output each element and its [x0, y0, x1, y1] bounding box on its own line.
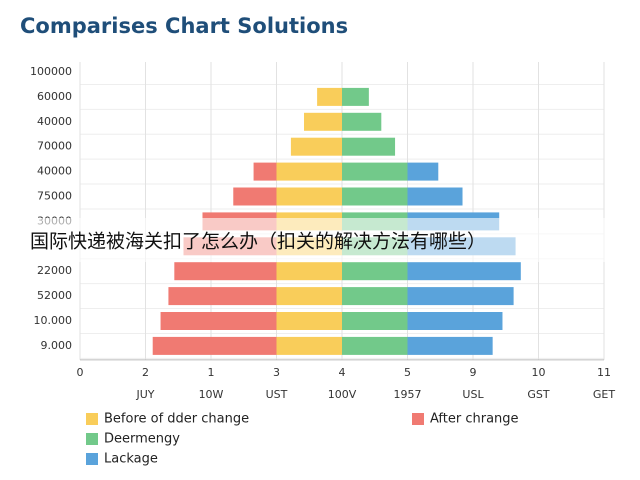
x-tick-label: 2 [142, 366, 149, 379]
y-tick-label: 40000 [37, 115, 72, 128]
y-tick-label: 52000 [37, 289, 72, 302]
legend-swatch [86, 453, 98, 465]
x-sublabel: 1957 [394, 388, 422, 401]
bar-segment [342, 137, 396, 156]
y-tick-label: 9.000 [41, 339, 73, 352]
bar-segment [168, 287, 277, 306]
x-tick-label: 10 [532, 366, 546, 379]
y-tick-label: 10.000 [34, 314, 73, 327]
y-tick-label: 70000 [37, 140, 72, 153]
bar-segment [342, 336, 408, 355]
bar-segment [276, 336, 342, 355]
x-tick-label: 0 [77, 366, 84, 379]
bar-segment [276, 312, 342, 330]
bar-segment [233, 187, 277, 206]
x-sublabel: USL [462, 388, 484, 401]
legend-swatch [412, 413, 424, 425]
x-tick-label: 11 [597, 366, 611, 379]
y-tick-label: 60000 [37, 90, 72, 103]
legend-label: Before of dder change [104, 412, 249, 427]
legend-swatch [86, 433, 98, 445]
bar-segment [407, 162, 439, 181]
legend-label: Lackage [104, 452, 158, 467]
bar-segment [407, 336, 493, 355]
bar-segment [152, 336, 277, 355]
bar-segment [174, 262, 277, 281]
y-tick-label: 100000 [30, 65, 72, 78]
bar-segment [342, 162, 408, 181]
bar-segment [342, 112, 382, 131]
y-tick-label: 22000 [37, 264, 72, 277]
legend-label: Deermengy [104, 432, 180, 447]
bar-segment [276, 187, 342, 206]
bar-segment [407, 187, 463, 206]
x-sublabel: GST [527, 388, 550, 401]
x-sublabel: 100V [328, 388, 357, 401]
bar-segment [276, 262, 342, 281]
bar-segment [342, 312, 408, 330]
x-tick-label: 5 [404, 366, 411, 379]
legend-swatch [86, 413, 98, 425]
bar-segment [407, 287, 514, 306]
x-sublabel: GET [593, 388, 615, 401]
y-tick-label: 75000 [37, 190, 72, 203]
legend-label: After chrange [430, 412, 519, 427]
bar-segment [276, 162, 342, 181]
x-tick-label: 9 [470, 366, 477, 379]
bar-segment [253, 162, 277, 181]
overlay-text: 国际快递被海关扣了怎么办（扣关的解决方法有哪些） [30, 231, 486, 253]
bar-segment [290, 137, 342, 156]
x-tick-label: 1 [208, 366, 215, 379]
bar-segment [304, 112, 342, 131]
x-sublabel: 10W [199, 388, 224, 401]
bar-segment [160, 312, 277, 330]
bar-segment [317, 87, 342, 106]
bar-segment [276, 287, 342, 306]
bar-segment [342, 187, 408, 206]
bar-segment [407, 312, 503, 330]
chart-title: Comparises Chart Solutions [20, 14, 348, 38]
bar-segment [342, 87, 369, 106]
y-tick-label: 40000 [37, 165, 72, 178]
x-tick-label: 4 [339, 366, 346, 379]
bar-segment [342, 262, 408, 281]
bar-segment [407, 262, 521, 281]
overlay-band [0, 218, 640, 262]
x-sublabel: JUY [135, 388, 154, 401]
x-sublabel: UST [266, 388, 288, 401]
bar-segment [342, 287, 408, 306]
x-tick-label: 3 [273, 366, 280, 379]
